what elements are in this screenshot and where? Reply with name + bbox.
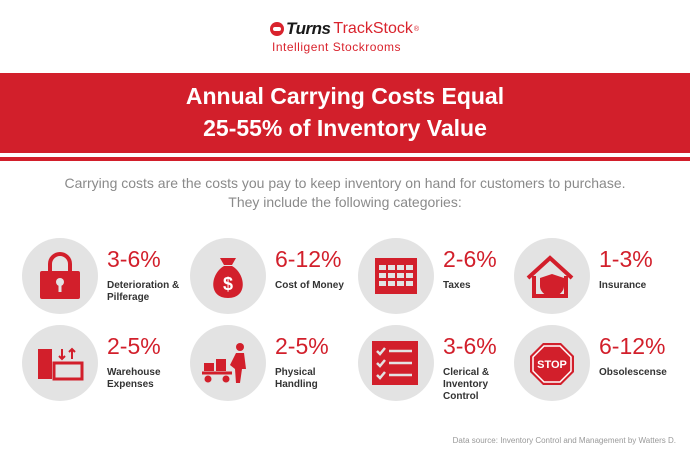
category-label: Warehouse Expenses [107,367,161,390]
checklist-icon [358,325,434,401]
intro-line1: Carrying costs are the costs you pay to … [64,175,626,191]
category-insurance: 1-3% Insurance [514,238,684,328]
category-label: Obsolescense [599,367,667,378]
banner-title-line1: Annual Carrying Costs Equal [185,83,505,109]
svg-text:$: $ [223,274,233,294]
hand-truck-worker-icon [190,325,266,401]
category-physical-handling: 2-5% Physical Handling [190,325,360,415]
category-label: Deterioration & Pilferage [107,280,180,303]
category-range: 2-5% [107,333,161,359]
logo-tagline: Intelligent Stockrooms [272,40,402,54]
category-label: Taxes [443,280,471,291]
banner-underline [0,157,690,161]
category-clerical: 3-6% Clerical & Inventory Control [358,325,528,415]
turns-logo-icon [270,22,284,36]
category-range: 6-12% [599,333,666,359]
logo-brand: Turns [286,19,331,38]
category-range: 3-6% [107,246,161,272]
title-banner: Annual Carrying Costs Equal 25-55% of In… [0,73,690,153]
category-cost-of-money: $ 6-12% Cost of Money [190,238,360,328]
logo-wordmark: Turns TrackStock ® [270,19,420,38]
intro-line2: They include the following categories: [228,194,462,210]
money-bag-icon: $ [190,238,266,314]
category-range: 3-6% [443,333,497,359]
category-obsolescense: STOP 6-12% Obsolescense [514,325,684,415]
svg-text:STOP: STOP [537,359,567,371]
data-source-note: Data source: Inventory Control and Manag… [452,436,676,445]
calendar-grid-icon [358,238,434,314]
category-deterioration: 3-6% Deterioration & Pilferage [22,238,192,328]
logo: Turns TrackStock ® Intelligent Stockroom… [0,19,690,56]
padlock-icon [22,238,98,314]
category-label: Cost of Money [275,280,344,291]
category-warehouse: 2-5% Warehouse Expenses [22,325,192,415]
logo-product: TrackStock [333,20,413,37]
category-range: 2-5% [275,333,329,359]
category-taxes: 2-6% Taxes [358,238,528,328]
warehouse-boxes-icon [22,325,98,401]
category-range: 6-12% [275,246,342,272]
category-range: 1-3% [599,246,653,272]
banner-title-line2: 25-55% of Inventory Value [203,115,487,141]
stop-sign-icon: STOP [514,325,590,401]
category-label: Clerical & Inventory Control [443,367,490,402]
house-shield-icon [514,238,590,314]
category-label: Insurance [599,280,647,291]
category-label: Physical Handling [275,367,318,390]
logo-registered-mark: ® [413,25,420,33]
category-range: 2-6% [443,246,497,272]
